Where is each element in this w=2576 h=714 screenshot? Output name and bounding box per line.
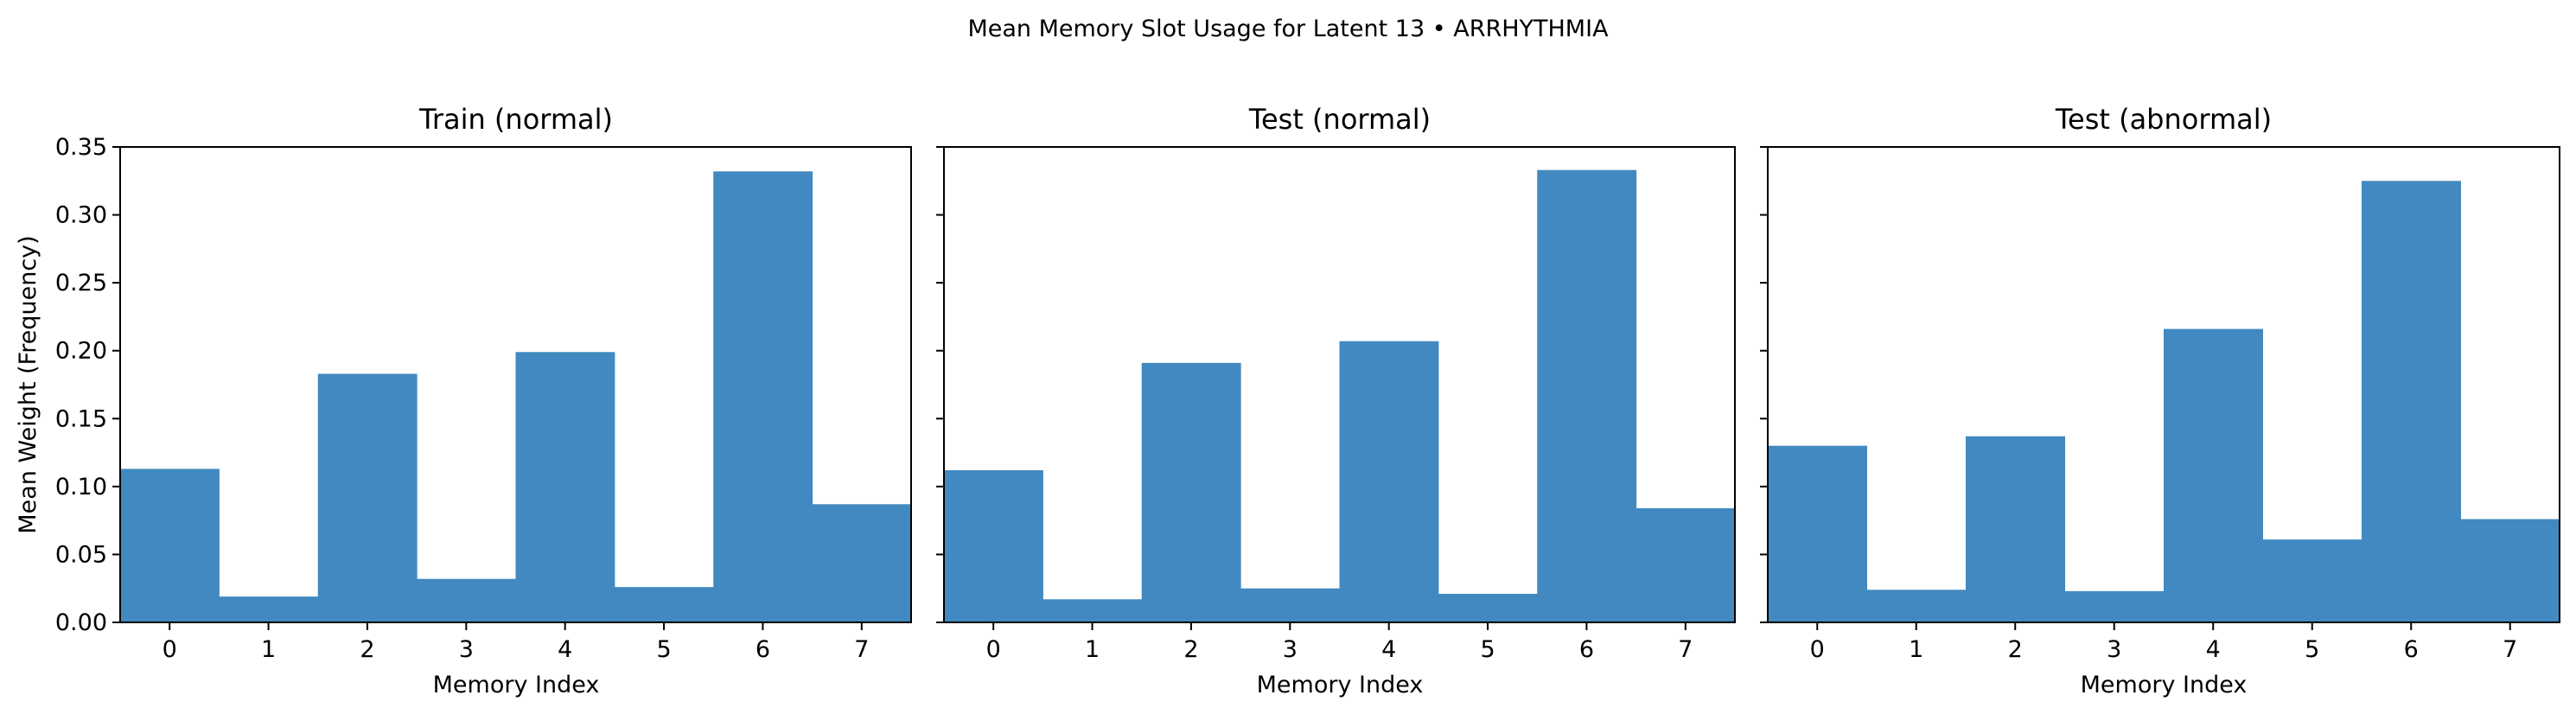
panel-title: Test (normal) xyxy=(1248,103,1431,136)
bar-6 xyxy=(713,171,813,623)
bar-7 xyxy=(1636,508,1736,622)
bar-group xyxy=(1768,181,2560,623)
x-tick-label: 3 xyxy=(1283,636,1298,663)
y-axis-ticks xyxy=(936,146,944,623)
x-tick-label: 0 xyxy=(163,636,177,663)
x-tick-label: 3 xyxy=(2107,636,2121,663)
x-tick-label: 1 xyxy=(261,636,276,663)
x-tick-label: 6 xyxy=(2404,636,2419,663)
y-tick-label: 0.05 xyxy=(55,541,107,568)
bar-0 xyxy=(1768,445,1867,622)
y-tick-label: 0.30 xyxy=(55,202,107,229)
y-tick-label: 0.10 xyxy=(55,474,107,500)
y-axis-ticks xyxy=(1760,146,1768,623)
x-axis-label: Memory Index xyxy=(2081,672,2248,698)
bar-group xyxy=(120,171,912,623)
x-tick-label: 4 xyxy=(558,636,572,663)
x-tick-label: 7 xyxy=(854,636,869,663)
bar-1 xyxy=(1866,590,1967,622)
bar-4 xyxy=(2164,328,2263,622)
y-axis-ticks: 0.00 0.05 0.10 0.15 0.20 0.25 0.30 0.35 xyxy=(55,134,120,636)
bar-0 xyxy=(944,470,1043,622)
bar-7 xyxy=(2460,519,2560,622)
x-tick-label: 2 xyxy=(360,636,374,663)
bar-2 xyxy=(317,373,418,622)
x-tick-label: 7 xyxy=(1678,636,1693,663)
bar-2 xyxy=(1966,436,2065,622)
figure-title: Mean Memory Slot Usage for Latent 13 • A… xyxy=(967,16,1609,42)
x-tick-label: 4 xyxy=(1381,636,1396,663)
panel-train-normal: Train (normal) 0.000.050.100.150.200.250… xyxy=(15,103,912,698)
x-tick-label: 2 xyxy=(1183,636,1198,663)
x-axis-ticks: 0 1 2 3 4 5 6 7 xyxy=(1810,622,2517,663)
bar-2 xyxy=(1141,362,1241,622)
plot-frame xyxy=(943,146,1736,623)
y-tick-label: 0.00 xyxy=(55,609,107,636)
plot-frame xyxy=(119,146,912,623)
x-tick-label: 6 xyxy=(756,636,770,663)
bar-5 xyxy=(614,587,714,622)
x-tick-label: 0 xyxy=(1810,636,1825,663)
y-tick-label: 0.20 xyxy=(55,338,107,365)
bar-0 xyxy=(120,469,220,622)
x-tick-label: 5 xyxy=(1480,636,1495,663)
y-tick-label: 0.15 xyxy=(55,405,107,432)
bar-3 xyxy=(417,578,517,622)
bar-3 xyxy=(1240,588,1341,622)
y-axis-label: Mean Weight (Frequency) xyxy=(15,235,41,533)
bar-4 xyxy=(1339,341,1439,622)
panel-test-abnormal: Test (abnormal) 0 1 2 3 4 5 6 7 Memory Index xyxy=(1760,103,2560,698)
x-tick-label: 1 xyxy=(1085,636,1100,663)
bar-4 xyxy=(515,352,615,622)
x-tick-label: 6 xyxy=(1579,636,1594,663)
x-axis-ticks: 0 1 2 3 4 5 6 7 xyxy=(986,622,1693,663)
x-tick-label: 0 xyxy=(986,636,1001,663)
bar-1 xyxy=(219,596,319,622)
x-tick-label: 7 xyxy=(2503,636,2517,663)
x-tick-label: 5 xyxy=(656,636,671,663)
x-tick-label: 2 xyxy=(2008,636,2023,663)
x-axis-label: Memory Index xyxy=(433,672,600,698)
x-tick-label: 1 xyxy=(1909,636,1923,663)
bar-3 xyxy=(2064,590,2165,622)
x-tick-label: 5 xyxy=(2305,636,2319,663)
bar-5 xyxy=(1438,594,1538,622)
x-axis-ticks: 0 1 2 3 4 5 6 7 xyxy=(163,622,869,663)
bar-7 xyxy=(812,504,912,622)
bar-6 xyxy=(2362,181,2461,623)
x-tick-label: 3 xyxy=(459,636,474,663)
x-axis-label: Memory Index xyxy=(1257,672,1424,698)
bar-1 xyxy=(1043,599,1143,622)
plot-frame xyxy=(1767,146,2560,623)
y-tick-label: 0.35 xyxy=(55,134,107,161)
x-tick-label: 4 xyxy=(2206,636,2221,663)
bar-6 xyxy=(1537,169,1637,622)
panel-title: Test (abnormal) xyxy=(2055,103,2272,136)
panel-title: Train (normal) xyxy=(418,103,613,136)
bar-5 xyxy=(2262,539,2362,622)
bar-group xyxy=(944,169,1736,622)
panel-test-normal: Test (normal) 0 1 2 3 4 5 6 7 Memory Index xyxy=(936,103,1736,698)
y-tick-label: 0.25 xyxy=(55,270,107,296)
